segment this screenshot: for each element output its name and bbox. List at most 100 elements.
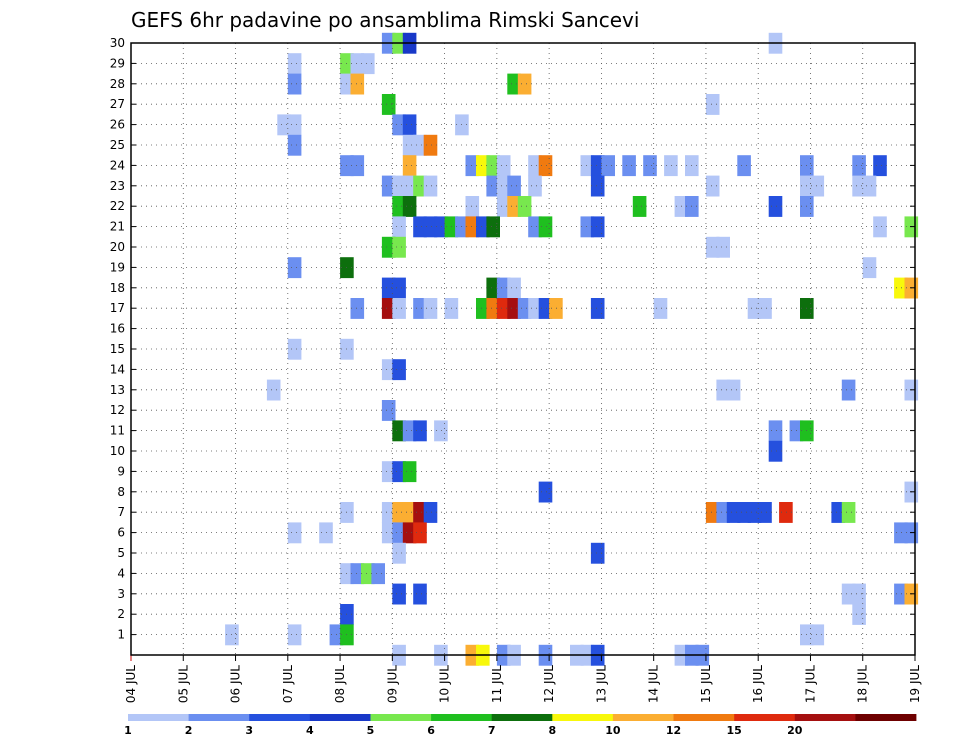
heatmap-cell <box>392 359 406 381</box>
y-tick-label: 18 <box>110 281 125 295</box>
heatmap-cell <box>705 94 720 115</box>
y-tick-label: 26 <box>110 118 125 132</box>
heatmap-cell <box>392 522 406 544</box>
heatmap-cell <box>413 298 427 319</box>
heatmap-cell <box>476 216 490 238</box>
heatmap-cell <box>381 502 396 523</box>
y-tick-label: 13 <box>110 383 125 397</box>
y-tick-label: 25 <box>110 138 125 152</box>
heatmap-cell <box>392 502 406 523</box>
heatmap-cell <box>779 502 793 523</box>
heatmap-cell <box>350 73 365 95</box>
y-tick-label: 16 <box>110 322 125 336</box>
heatmap-cell <box>465 155 480 177</box>
x-tick-label: 16 JUL <box>751 665 765 703</box>
legend-label: 3 <box>245 724 253 737</box>
heatmap-cell <box>287 114 302 136</box>
legend-color-swatch <box>491 714 553 721</box>
heatmap-cell <box>287 134 302 156</box>
heatmap-cell <box>486 155 500 177</box>
heatmap-cell <box>747 502 762 523</box>
legend-label: 7 <box>488 724 496 737</box>
heatmap-cell <box>392 461 406 483</box>
heatmap-cell <box>381 175 396 197</box>
x-tick-label: 11 JUL <box>490 665 504 703</box>
heatmap-cell <box>402 114 417 136</box>
legend-color-swatch <box>673 714 735 721</box>
heatmap-cell <box>528 216 542 238</box>
legend-color-swatch <box>128 714 189 721</box>
legend-color-swatch <box>249 714 311 721</box>
heatmap-cell <box>392 583 406 605</box>
heatmap-cell <box>590 298 605 319</box>
heatmap-cell <box>361 53 375 75</box>
legend-color-swatch <box>309 714 371 721</box>
heatmap-cell <box>590 155 605 177</box>
heatmap-cells <box>225 32 919 666</box>
heatmap-cell <box>705 236 720 258</box>
heatmap-cell <box>381 236 396 258</box>
heatmap-cell <box>517 196 532 217</box>
heatmap-cell <box>413 502 427 523</box>
heatmap-cell <box>768 440 783 462</box>
heatmap-cell <box>632 196 647 217</box>
heatmap-cell <box>831 502 845 523</box>
heatmap-cell <box>841 502 856 523</box>
heatmap-cell <box>413 522 427 544</box>
heatmap-cell <box>392 542 406 564</box>
heatmap-cell <box>413 175 427 197</box>
heatmap-cell <box>507 277 521 299</box>
heatmap-cell <box>434 420 448 442</box>
heatmap-cell <box>507 196 521 217</box>
heatmap-cell <box>852 604 866 625</box>
heatmap-cell <box>768 420 783 442</box>
heatmap-cell <box>810 624 825 646</box>
heatmap-cell <box>737 502 751 523</box>
legend-color-swatch <box>552 714 614 721</box>
heatmap-cell <box>266 379 281 401</box>
heatmap-cell <box>381 94 396 115</box>
heatmap-cell <box>643 155 657 177</box>
heatmap-cell <box>287 338 302 360</box>
y-tick-label: 10 <box>110 444 125 458</box>
heatmap-cell <box>705 175 720 197</box>
heatmap-cell <box>402 155 417 177</box>
y-tick-label: 21 <box>110 220 125 234</box>
y-tick-label: 6 <box>117 526 125 540</box>
x-tick-label: 07 JUL <box>281 665 295 703</box>
heatmap-cell <box>517 73 532 95</box>
heatmap-cell <box>528 155 542 177</box>
heatmap-cell <box>287 257 302 279</box>
legend-color-swatch <box>794 714 856 721</box>
heatmap-cell <box>350 563 365 585</box>
heatmap-cell <box>486 175 500 197</box>
x-tick-label: 15 JUL <box>699 665 713 703</box>
heatmap-cell <box>392 298 406 319</box>
y-tick-label: 17 <box>110 301 125 315</box>
legend-label: 2 <box>185 724 193 737</box>
heatmap-cell <box>852 583 866 605</box>
heatmap-cell <box>402 196 417 217</box>
x-tick-label: 09 JUL <box>385 665 399 703</box>
heatmap-cell <box>862 257 877 279</box>
heatmap-cell <box>287 522 302 544</box>
y-tick-label: 8 <box>117 485 125 499</box>
heatmap-cell <box>381 400 396 421</box>
heatmap-cell <box>517 298 532 319</box>
y-tick-label: 15 <box>110 342 125 356</box>
heatmap-cell <box>402 134 417 156</box>
x-tick-label: 08 JUL <box>333 665 347 703</box>
heatmap-cell <box>496 277 511 299</box>
color-legend: 1 2 3 4 5 6 7 8 10 12 15 20 <box>124 714 917 737</box>
y-tick-label: 20 <box>110 240 125 254</box>
legend-color-swatch <box>188 714 250 721</box>
heatmap-cell <box>862 175 877 197</box>
heatmap-cell <box>590 175 605 197</box>
heatmap-cell <box>726 379 741 401</box>
heatmap-cell <box>402 502 417 523</box>
heatmap-cell <box>476 155 490 177</box>
heatmap-cell <box>841 583 856 605</box>
heatmap-cell <box>392 114 406 136</box>
legend-label: 8 <box>548 724 556 737</box>
heatmap-cell <box>590 216 605 238</box>
